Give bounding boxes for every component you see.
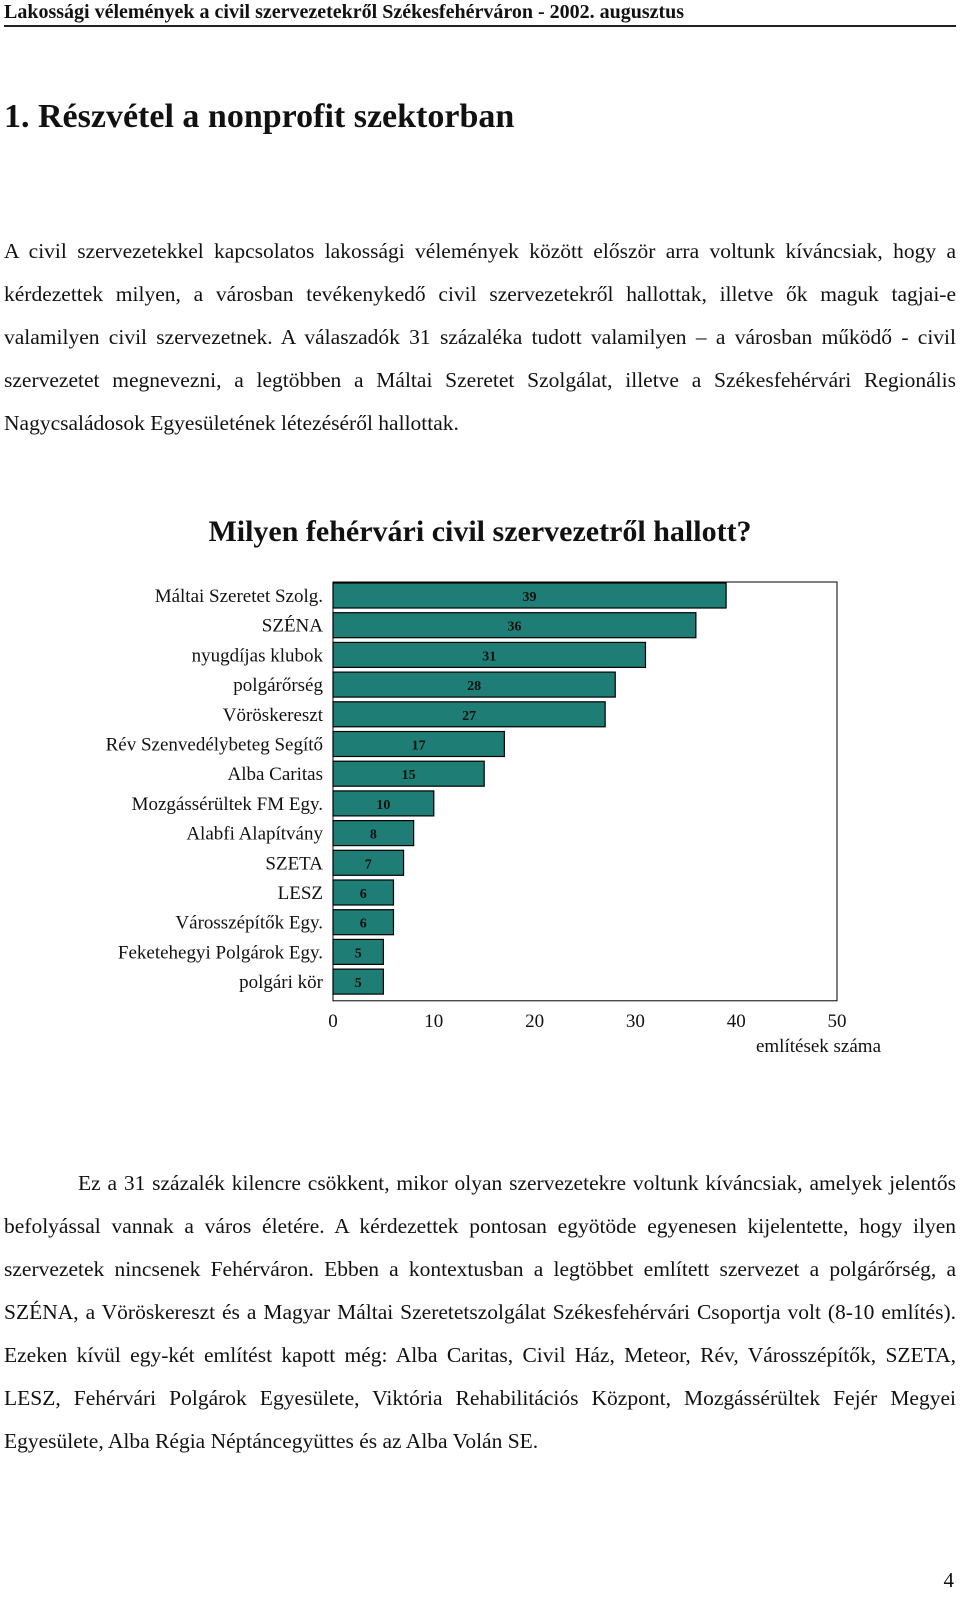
data-label: 27 (462, 709, 476, 724)
running-header: Lakossági vélemények a civil szervezetek… (4, 0, 956, 27)
category-label: Feketehegyi Polgárok Egy. (118, 942, 323, 963)
x-tick-label: 10 (424, 1011, 443, 1032)
x-tick-label: 20 (525, 1011, 544, 1032)
data-label: 5 (355, 976, 362, 991)
bar-chart: Máltai Szeretet Szolg. 39 SZÉNA 36 nyugdíjas… (106, 581, 882, 1057)
data-label: 6 (360, 887, 367, 902)
bar (332, 790, 435, 817)
data-label: 10 (376, 798, 390, 813)
x-tick-label: 40 (727, 1011, 746, 1032)
data-label: 31 (482, 649, 496, 664)
category-label: Máltai Szeretet Szolg. (155, 586, 323, 607)
data-label: 7 (365, 857, 372, 872)
bar (332, 968, 385, 995)
bar (332, 938, 385, 965)
category-label: Vöröskereszt (223, 705, 324, 726)
section-title: 1. Részvétel a nonprofit szektorban (4, 98, 515, 135)
category-label: SZÉNA (262, 615, 324, 637)
chart-title: Milyen fehérvári civil szervezetről hall… (208, 515, 752, 548)
data-label: 39 (523, 590, 537, 605)
data-label: 15 (402, 768, 416, 783)
intro-paragraph: A civil szervezetekkel kapcsolatos lakos… (4, 239, 956, 435)
bar (332, 849, 405, 876)
category-label: nyugdíjas klubok (192, 645, 324, 666)
bar (332, 701, 606, 728)
bar (332, 909, 395, 936)
bar (332, 879, 395, 906)
data-label: 8 (370, 828, 377, 843)
category-label: SZETA (265, 853, 323, 874)
data-label: 6 (360, 917, 367, 932)
category-label: Alabfi Alapítvány (186, 824, 323, 845)
category-label: Városszépítők Egy. (175, 913, 323, 934)
bar (332, 582, 727, 609)
bar (332, 820, 415, 847)
x-tick-label: 50 (828, 1011, 847, 1032)
bar (332, 612, 697, 639)
category-label: Mozgássérültek FM Egy. (132, 794, 323, 815)
followup-paragraph: Ez a 31 százalék kilencre csökkent, miko… (4, 1171, 956, 1453)
x-tick-label: 0 (328, 1011, 338, 1032)
data-label: 5 (355, 946, 362, 961)
bar (332, 760, 485, 787)
category-label: Alba Caritas (227, 764, 323, 785)
category-label: LESZ (278, 883, 323, 904)
bar (332, 730, 505, 758)
bar (332, 641, 647, 669)
data-label: 17 (412, 739, 426, 754)
page-number: 4 (943, 1568, 955, 1592)
bar (332, 671, 616, 698)
data-label: 36 (507, 620, 521, 635)
x-axis-label: említések száma (756, 1036, 882, 1057)
category-label: polgári kör (239, 972, 324, 993)
category-label: polgárőrség (233, 675, 323, 696)
x-tick-label: 30 (626, 1011, 645, 1032)
category-label: Rév Szenvedélybeteg Segítő (106, 735, 323, 756)
data-label: 28 (467, 679, 481, 694)
